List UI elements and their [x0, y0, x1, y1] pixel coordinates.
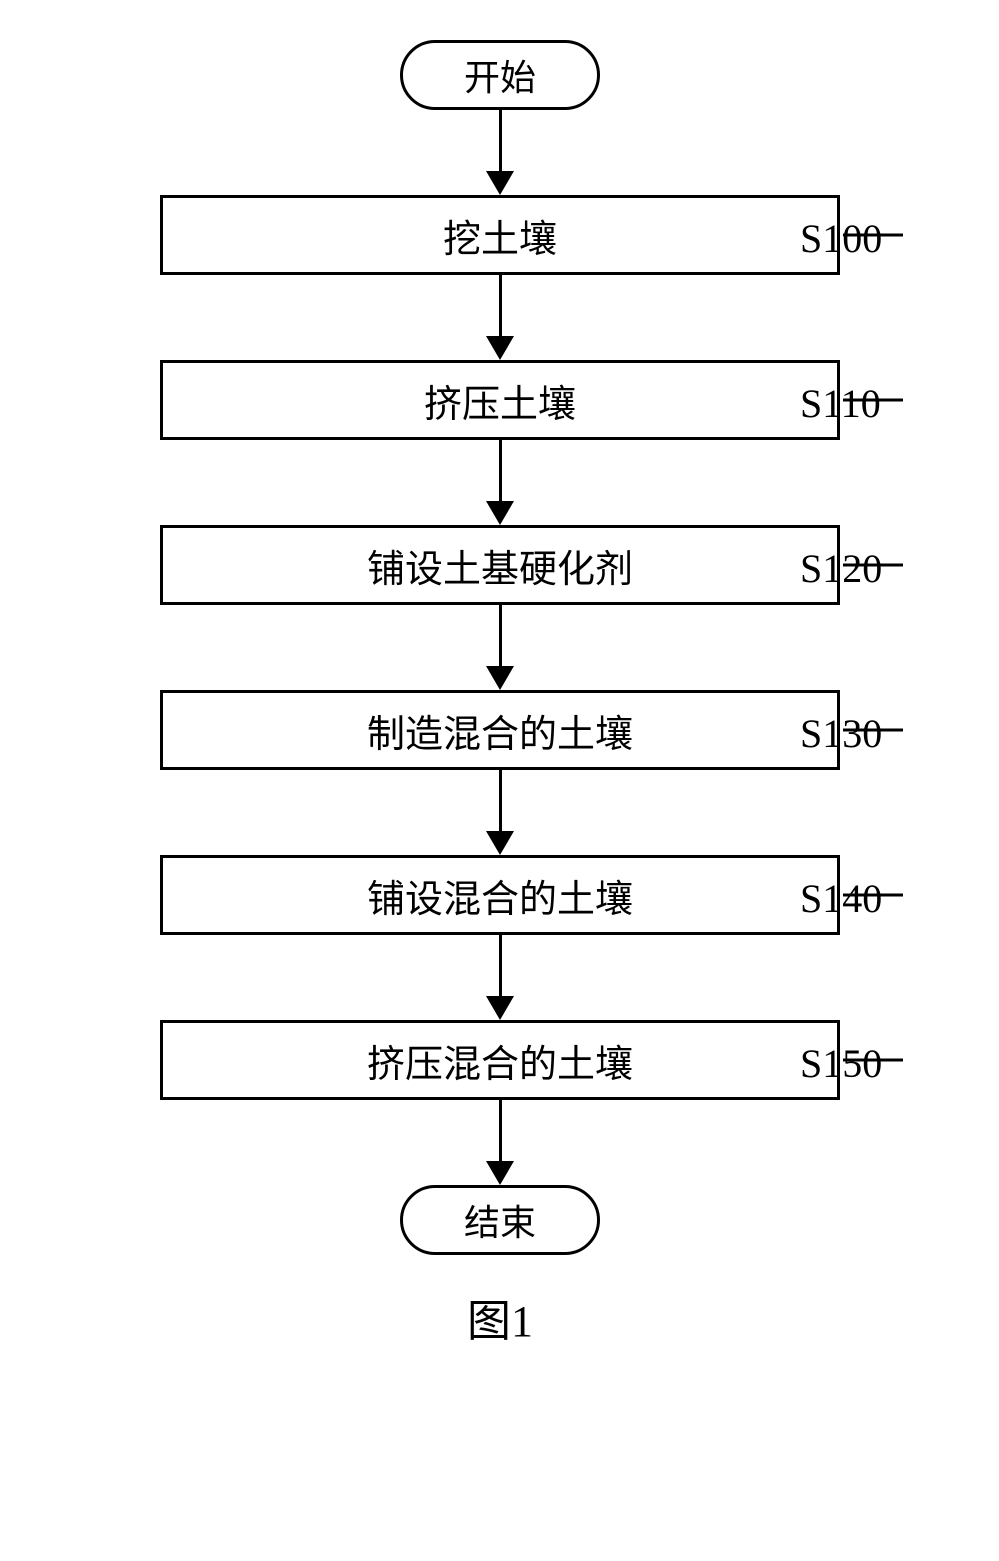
- arrow-line: [499, 440, 502, 505]
- process-row: 挤压土壤 S110: [50, 360, 950, 440]
- process-row: 制造混合的土壤 S130: [50, 690, 950, 770]
- process-row: 挖土壤 S100: [50, 195, 950, 275]
- process-text: 挖土壤: [443, 208, 557, 263]
- arrow: [50, 275, 950, 360]
- arrow: [50, 935, 950, 1020]
- process-text: 挤压土壤: [424, 373, 576, 428]
- arrow-head-icon: [486, 831, 514, 855]
- arrow-line: [499, 275, 502, 340]
- process-text: 制造混合的土壤: [367, 703, 633, 758]
- arrow-head-icon: [486, 501, 514, 525]
- process-row: 铺设土基硬化剂 S120: [50, 525, 950, 605]
- arrow-head-icon: [486, 996, 514, 1020]
- process-step-6: 挤压混合的土壤: [160, 1020, 840, 1100]
- process-step-4: 制造混合的土壤: [160, 690, 840, 770]
- figure-caption: 图1: [50, 1285, 950, 1349]
- step-label: S110: [800, 380, 881, 427]
- start-terminal: 开始: [400, 40, 600, 110]
- end-terminal: 结束: [400, 1185, 600, 1255]
- arrow-head-icon: [486, 171, 514, 195]
- arrow: [50, 770, 950, 855]
- process-text: 挤压混合的土壤: [367, 1033, 633, 1088]
- arrow-line: [499, 770, 502, 835]
- process-text: 铺设土基硬化剂: [367, 538, 633, 593]
- step-label: S100: [800, 215, 882, 262]
- arrow: [50, 1100, 950, 1185]
- process-row: 挤压混合的土壤 S150: [50, 1020, 950, 1100]
- arrow: [50, 110, 950, 195]
- arrow-line: [499, 1100, 502, 1165]
- process-step-2: 挤压土壤: [160, 360, 840, 440]
- process-step-1: 挖土壤: [160, 195, 840, 275]
- arrow-line: [499, 935, 502, 1000]
- arrow-head-icon: [486, 1161, 514, 1185]
- arrow-line: [499, 110, 502, 175]
- step-label: S150: [800, 1040, 882, 1087]
- arrow-head-icon: [486, 336, 514, 360]
- process-step-3: 铺设土基硬化剂: [160, 525, 840, 605]
- step-label: S140: [800, 875, 882, 922]
- start-label: 开始: [464, 49, 536, 101]
- process-text: 铺设混合的土壤: [367, 868, 633, 923]
- arrow: [50, 605, 950, 690]
- end-label: 结束: [464, 1194, 536, 1246]
- process-row: 铺设混合的土壤 S140: [50, 855, 950, 935]
- step-label: S120: [800, 545, 882, 592]
- arrow-head-icon: [486, 666, 514, 690]
- step-label: S130: [800, 710, 882, 757]
- arrow: [50, 440, 950, 525]
- arrow-line: [499, 605, 502, 670]
- flowchart-container: 开始 挖土壤 S100 挤压土壤 S110 铺设土基硬化剂 S120: [50, 40, 950, 1349]
- process-step-5: 铺设混合的土壤: [160, 855, 840, 935]
